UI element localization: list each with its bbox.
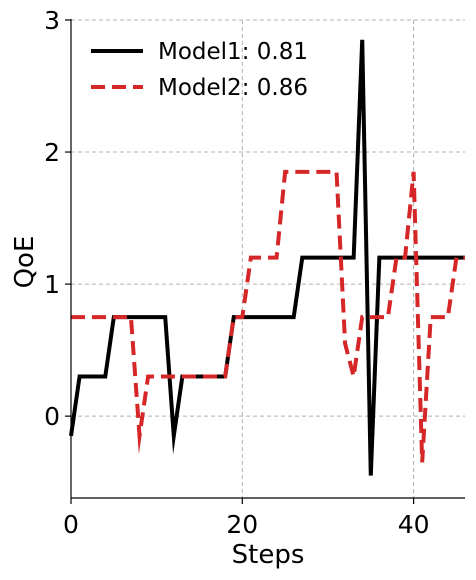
legend-label-model1: Model1: 0.81: [158, 39, 308, 65]
x-axis-title: Steps: [232, 540, 305, 570]
x-tick-label-2: 40: [398, 510, 430, 539]
axes: [70, 19, 465, 499]
y-axis-title: QoE: [10, 236, 40, 289]
series-line-2: [71, 169, 465, 463]
y-tick-label-1: 1: [44, 270, 60, 299]
x-tick-label-1: 20: [226, 510, 258, 539]
series-lines: [69, 39, 465, 476]
x-tick-label-0: 0: [63, 510, 79, 539]
series-line-1: [69, 39, 465, 476]
tick-labels: 0 1 2 3 0 20 40: [44, 6, 429, 539]
y-tick-label-0: 0: [44, 402, 60, 431]
legend-label-model2: Model2: 0.86: [158, 75, 308, 101]
legend: Model1: 0.81 Model2: 0.86: [91, 39, 308, 101]
y-tick-label-3: 3: [44, 6, 60, 35]
y-tick-label-2: 2: [44, 138, 60, 167]
